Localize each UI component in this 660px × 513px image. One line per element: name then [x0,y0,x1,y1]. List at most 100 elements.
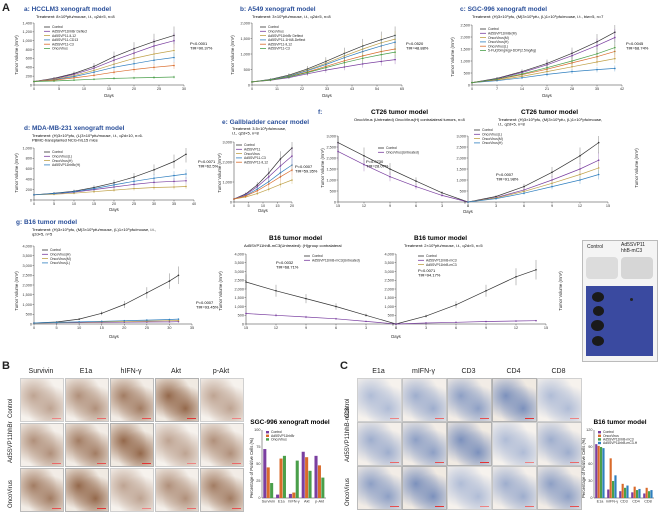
legend-entry: Ad5SVP11hhBr(H) [52,163,80,167]
excised-tumor-image [586,286,653,356]
y-tick-label: 2,000 [22,283,32,287]
x-tick-label: 3 [495,204,497,208]
scale-bar [570,462,579,463]
data-point [596,44,598,47]
data-point [256,186,258,188]
x-axis-label: Days [258,208,268,213]
bar [636,490,639,498]
data-point [597,159,600,161]
scale-bar [390,506,399,507]
bar [308,470,312,498]
x-axis-label: Days [391,334,401,339]
data-point [579,168,581,170]
y-tick-label: 2,500 [460,23,470,27]
ihc-column-header: Survivin [28,368,54,375]
photo-label-control: Control [587,244,604,250]
data-point [133,62,135,65]
legend-entry: Ad5SVP11-C3 [52,42,74,46]
x-tick-label: 0 [395,326,397,330]
ihc-image-tile [110,423,154,467]
panel-title-right: B16 tumor model [414,235,467,242]
ihc-column-header: mIFN-γ [412,368,435,375]
y-tick-label: 120 [586,428,592,432]
data-point [33,194,35,196]
data-point [153,66,155,69]
y-tick-label: 2,500 [234,279,244,283]
bar [626,485,629,498]
photo-label-treated: Ad5SVP11 hhB-mC3 [621,242,646,254]
bar [595,444,598,498]
stat-text: P=0.0007 [196,300,214,305]
y-axis-label: Tumor Volume (mm³) [217,153,222,193]
legend-entry: Control [426,254,437,258]
data-point [146,292,148,294]
panel-a-label: A [2,2,10,14]
y-tick-label: 0 [30,83,32,87]
data-point [363,155,365,157]
x-tick-label: 65 [400,87,404,91]
series-line [233,147,293,200]
ihc-image-tile [537,378,582,422]
data-point [395,323,397,325]
legend-entry: Control [482,128,493,132]
x-tick-label: 15 [275,204,279,208]
y-tick-label: 1,500 [326,167,336,171]
data-point [496,78,498,81]
scale-bar [525,506,534,507]
panel-title: f: [318,109,322,116]
y-tick-label: 3,000 [456,134,466,138]
chart-b-a549: b: A549 xenograft model Treatment: 3×10⁹p… [230,5,435,100]
ihc-row-label: OncoVirus [345,478,351,506]
y-tick-label: 30 [588,479,592,483]
legend-entry: OncoVirus [52,47,68,51]
data-point [415,180,417,182]
x-tick-label: 33 [325,87,329,91]
data-point [173,76,175,78]
data-point [133,52,135,54]
treatment-text: Treatment: (H)3×10⁹pfu, (M)3×10⁹pfu, (L)… [498,117,602,122]
y-tick-label: 400 [26,66,32,70]
y-tick-label: 500 [238,314,244,318]
legend-entry: Ad5SVP11hhB-mC3 [426,259,457,263]
data-point [291,179,293,181]
y-axis-label: Tumor Volume (mm³) [14,271,19,311]
bar [321,477,325,498]
data-point [389,168,391,170]
data-point [597,141,600,144]
y-axis-label: Percentage of Positive Cells (%) [249,437,254,498]
y-tick-label: 400 [26,178,32,182]
ihc-image-tile [20,468,64,512]
ihc-column-header: CD4 [506,368,521,375]
series-line [467,174,599,203]
y-axis-label: Tumor Volume (mm³) [320,148,325,188]
scale-bar [570,418,579,419]
data-point [471,81,473,84]
y-tick-label: 600 [26,57,32,61]
x-tick-label: p-Akt [315,500,325,504]
data-point [185,173,187,175]
legend-entry: Ad5SVP11-C3 [244,156,266,160]
legend-entry: OncoVirus(H) [50,253,70,257]
data-point [268,176,270,178]
x-tick-label: mIFN-γ [606,500,619,504]
x-tick-label: E1a [597,500,605,504]
series-line [395,269,537,325]
data-point [177,274,180,277]
y-tick-label: 500 [26,313,32,317]
treatment-text: Treatment: (H)3×10⁹pfu, (M)3×10⁹pfu, (L)… [472,14,604,19]
data-point [571,60,573,62]
stat-text: TIR=59.35% [295,169,318,174]
data-point [455,321,457,324]
ihc-image-tile [110,468,154,512]
y-tick-label: 60 [588,462,592,466]
y-tick-label: 1,400 [22,21,32,25]
x-tick-label: Survivin [262,500,276,504]
data-point [335,305,337,308]
data-point [173,180,175,183]
series-line [33,318,179,324]
data-point [173,39,175,42]
data-point [467,201,469,203]
stat-text: P=0.0007 [295,164,313,169]
data-point [93,74,95,77]
series-line [471,47,616,83]
